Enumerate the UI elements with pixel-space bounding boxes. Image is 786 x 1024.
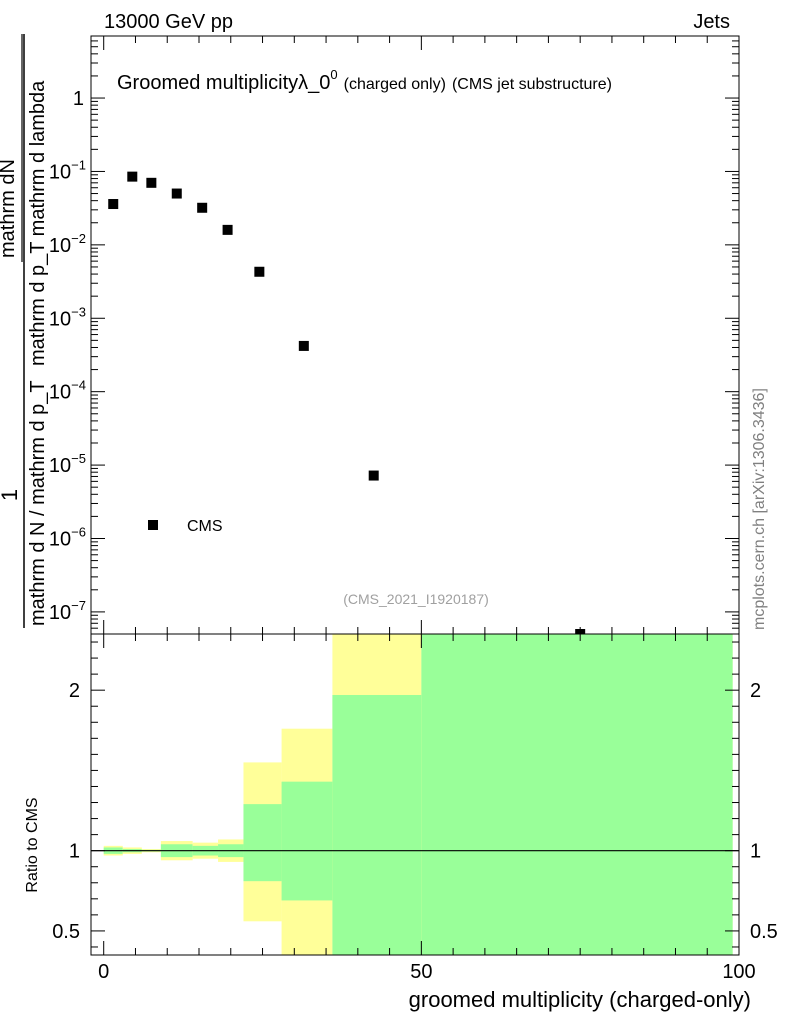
side-credit: mcplots.cern.ch [arXiv:1306.3436] bbox=[751, 388, 768, 630]
xtick-label: 0 bbox=[98, 961, 109, 983]
ratio-ytick-label: 0.5 bbox=[52, 921, 80, 943]
ratio-panel: 0.5 0.5 1 1 2 2 0 50 100 bbox=[52, 633, 778, 983]
ratio-ytick-label-right: 1 bbox=[750, 841, 761, 863]
ratio-ylabel: Ratio to CMS bbox=[24, 797, 41, 892]
green-band-segment bbox=[243, 804, 282, 882]
ratio-ytick-label-right: 2 bbox=[750, 680, 761, 702]
ratio-ytick-label-right: 0.5 bbox=[750, 921, 778, 943]
main-ytick-label: 10−5 bbox=[49, 451, 86, 477]
main-ylabel: 1 mathrm d N / mathrm d p_T mathrm dN ma… bbox=[0, 34, 49, 628]
plot-title-sub1: (charged only) bbox=[344, 76, 446, 93]
data-point bbox=[298, 340, 309, 351]
main-ytick-label: 10−1 bbox=[49, 157, 86, 183]
data-point bbox=[254, 266, 265, 277]
ylabel-top-upper-denom: mathrm d p_T mathrm d lambda bbox=[27, 80, 49, 366]
main-markers bbox=[108, 171, 586, 634]
ylabel-top-upper-numer: mathrm dN bbox=[0, 159, 19, 258]
data-point bbox=[368, 470, 379, 481]
main-ytick-label: 10−2 bbox=[49, 231, 86, 257]
plot-title-sub2: (CMS jet substructure) bbox=[452, 76, 612, 93]
xtick-label: 100 bbox=[722, 961, 755, 983]
analysis-tag: (CMS_2021_I1920187) bbox=[343, 591, 489, 607]
data-point bbox=[146, 177, 157, 188]
legend-label: CMS bbox=[187, 518, 223, 535]
main-ytick-label: 10−3 bbox=[49, 304, 86, 330]
data-point bbox=[575, 629, 586, 634]
legend-marker bbox=[148, 520, 158, 530]
data-point bbox=[171, 188, 182, 199]
ratio-ytick-label: 2 bbox=[69, 680, 80, 702]
header-right: Jets bbox=[693, 11, 730, 33]
ylabel-top-one: 1 bbox=[0, 489, 22, 501]
header-left: 13000 GeV pp bbox=[104, 11, 233, 33]
plot-title-superscript: 0 bbox=[330, 67, 337, 82]
main-ytick-label: 10−6 bbox=[49, 524, 86, 550]
xtick-label: 50 bbox=[410, 961, 432, 983]
ylabel-top-lower-denom: mathrm d N / mathrm d p_T bbox=[27, 380, 49, 626]
main-ytick-label: 1 bbox=[73, 88, 84, 110]
main-panel: 1 10−1 10−2 10−3 10−4 10−5 10−6 10−7 bbox=[49, 35, 740, 635]
xlabel: groomed multiplicity (charged-only) bbox=[409, 987, 751, 1012]
green-band-segment bbox=[332, 694, 422, 955]
plot-title: Groomed multiplicityλ_00 (charged only) (C… bbox=[117, 67, 612, 94]
ratio-ticks: 0.5 0.5 1 1 2 2 0 50 100 bbox=[52, 634, 778, 983]
plot-title-main: Groomed multiplicityλ_0 bbox=[117, 72, 330, 94]
ratio-bands bbox=[91, 634, 739, 955]
main-panel-frame bbox=[90, 35, 740, 635]
green-band-segment bbox=[281, 781, 333, 901]
main-ticks: 1 10−1 10−2 10−3 10−4 10−5 10−6 10−7 bbox=[49, 36, 740, 634]
data-point bbox=[108, 199, 119, 210]
main-ytick-label: 10−7 bbox=[49, 598, 86, 624]
ratio-panel-frame bbox=[90, 633, 740, 956]
main-ytick-label: 10−4 bbox=[49, 378, 86, 404]
green-band-segment bbox=[421, 634, 733, 955]
ratio-ytick-label: 1 bbox=[69, 841, 80, 863]
data-point bbox=[197, 202, 208, 213]
data-point bbox=[222, 224, 233, 235]
data-point bbox=[127, 171, 138, 182]
